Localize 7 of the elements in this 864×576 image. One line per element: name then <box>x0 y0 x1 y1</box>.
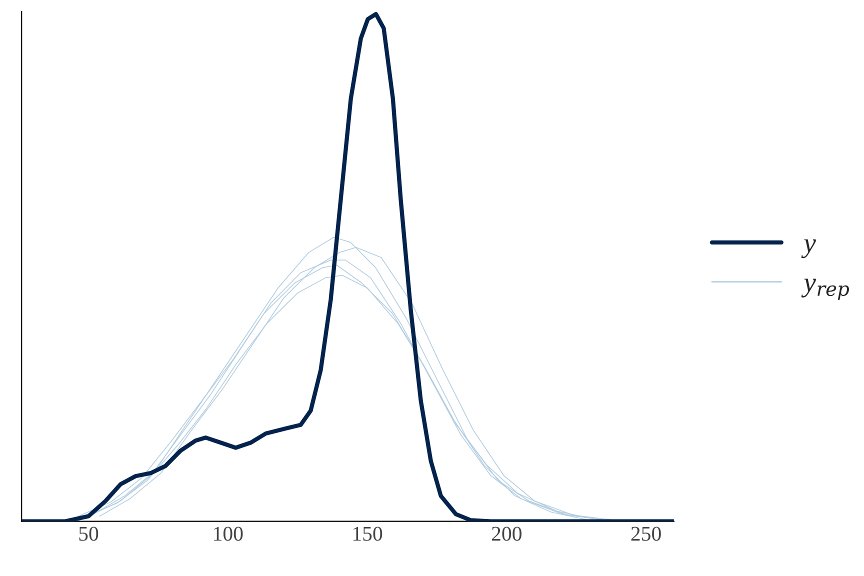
x-tick-label: 200 <box>492 526 522 541</box>
legend-label: y <box>801 239 816 258</box>
x-tick-label: 250 <box>631 526 661 541</box>
x-tick-label: 50 <box>79 526 98 541</box>
x-tick-label: 150 <box>353 526 382 541</box>
legend-label: y$_{rep}$ <box>801 278 850 300</box>
x-tick-label: 100 <box>214 526 243 541</box>
